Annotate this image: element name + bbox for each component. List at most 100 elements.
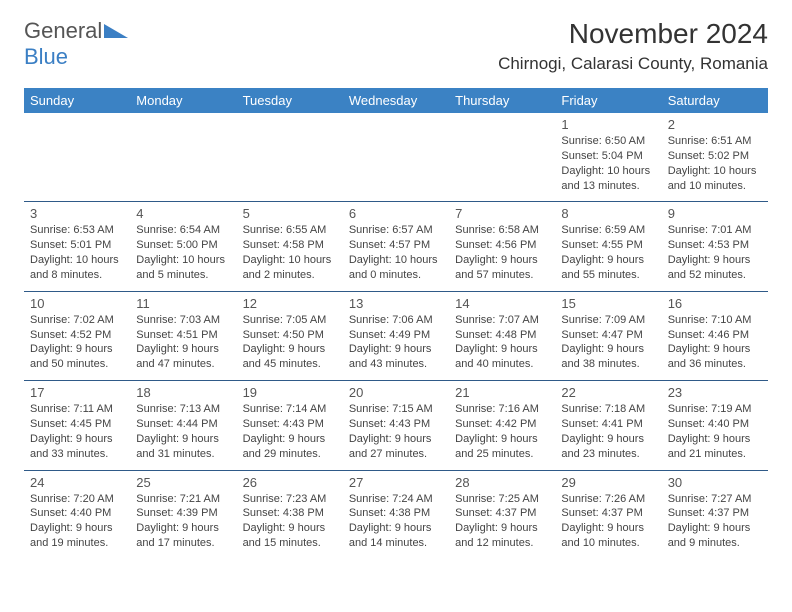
logo: General Blue [24,18,128,70]
day-number: 7 [455,206,549,221]
weekday-header: Tuesday [237,88,343,113]
calendar-day-cell: 29 Sunrise: 7:26 AMSunset: 4:37 PMDayligh… [555,470,661,559]
calendar-day-cell: 23Sunrise: 7:19 AMSunset: 4:40 PMDayligh… [662,381,768,470]
day-number: 10 [30,296,124,311]
day-info: Sunrise: 6:59 AMSunset: 4:55 PMDaylight:… [561,223,655,282]
day-info: Sunrise: 7:24 AMSunset: 4:38 PMDaylight:… [349,492,443,551]
calendar-day-cell: 15 Sunrise: 7:09 AMSunset: 4:47 PMDayligh… [555,291,661,380]
day-info: Sunrise: 6:51 AMSunset: 5:02 PMDaylight:… [668,134,762,193]
day-number: 11 [136,296,230,311]
day-number: 8 [561,206,655,221]
calendar-day-cell: 5Sunrise: 6:55 AMSunset: 4:58 PMDaylight… [237,202,343,291]
weekday-header: Monday [130,88,236,113]
weekday-header: Sunday [24,88,130,113]
weekday-header: Thursday [449,88,555,113]
day-info: Sunrise: 7:02 AMSunset: 4:52 PMDaylight:… [30,313,124,372]
day-info: Sunrise: 6:58 AMSunset: 4:56 PMDaylight:… [455,223,549,282]
day-number: 20 [349,385,443,400]
day-info: Sunrise: 7:20 AMSunset: 4:40 PMDaylight:… [30,492,124,551]
calendar-day-cell [237,113,343,202]
day-info: Sunrise: 7:07 AMSunset: 4:48 PMDaylight:… [455,313,549,372]
day-number: 23 [668,385,762,400]
day-number: 17 [30,385,124,400]
day-info: Sunrise: 7:25 AMSunset: 4:37 PMDaylight:… [455,492,549,551]
day-info: Sunrise: 7:06 AMSunset: 4:49 PMDaylight:… [349,313,443,372]
day-info: Sunrise: 7:14 AMSunset: 4:43 PMDaylight:… [243,402,337,461]
calendar-day-cell: 8 Sunrise: 6:59 AMSunset: 4:55 PMDaylight… [555,202,661,291]
day-number: 4 [136,206,230,221]
day-number: 19 [243,385,337,400]
calendar-day-cell: 9Sunrise: 7:01 AMSunset: 4:53 PMDaylight… [662,202,768,291]
calendar-table: SundayMondayTuesdayWednesdayThursdayFrid… [24,88,768,559]
calendar-day-cell: 21 Sunrise: 7:16 AMSunset: 4:42 PMDayligh… [449,381,555,470]
weekday-header: Friday [555,88,661,113]
day-info: Sunrise: 7:11 AMSunset: 4:45 PMDaylight:… [30,402,124,461]
day-number: 1 [561,117,655,132]
day-number: 18 [136,385,230,400]
calendar-day-cell: 24 Sunrise: 7:20 AMSunset: 4:40 PMDayligh… [24,470,130,559]
calendar-day-cell: 3 Sunrise: 6:53 AMSunset: 5:01 PMDaylight… [24,202,130,291]
calendar-day-cell: 19 Sunrise: 7:14 AMSunset: 4:43 PMDayligh… [237,381,343,470]
logo-text-blue: Blue [24,44,68,69]
day-info: Sunrise: 7:16 AMSunset: 4:42 PMDaylight:… [455,402,549,461]
day-info: Sunrise: 7:18 AMSunset: 4:41 PMDaylight:… [561,402,655,461]
calendar-day-cell [449,113,555,202]
page-header: General Blue November 2024 Chirnogi, Cal… [24,18,768,74]
day-info: Sunrise: 7:15 AMSunset: 4:43 PMDaylight:… [349,402,443,461]
day-info: Sunrise: 7:13 AMSunset: 4:44 PMDaylight:… [136,402,230,461]
day-number: 21 [455,385,549,400]
day-number: 25 [136,475,230,490]
day-number: 28 [455,475,549,490]
calendar-day-cell [343,113,449,202]
calendar-day-cell: 27Sunrise: 7:24 AMSunset: 4:38 PMDayligh… [343,470,449,559]
day-info: Sunrise: 7:03 AMSunset: 4:51 PMDaylight:… [136,313,230,372]
day-info: Sunrise: 6:54 AMSunset: 5:00 PMDaylight:… [136,223,230,282]
calendar-day-cell: 12Sunrise: 7:05 AMSunset: 4:50 PMDayligh… [237,291,343,380]
day-number: 16 [668,296,762,311]
day-number: 5 [243,206,337,221]
calendar-body: 1 Sunrise: 6:50 AMSunset: 5:04 PMDaylight… [24,113,768,559]
day-info: Sunrise: 6:53 AMSunset: 5:01 PMDaylight:… [30,223,124,282]
calendar-day-cell [24,113,130,202]
calendar-day-cell: 17 Sunrise: 7:11 AMSunset: 4:45 PMDayligh… [24,381,130,470]
location-text: Chirnogi, Calarasi County, Romania [498,54,768,74]
calendar-day-cell [130,113,236,202]
day-number: 3 [30,206,124,221]
day-number: 24 [30,475,124,490]
day-number: 2 [668,117,762,132]
calendar-day-cell: 22Sunrise: 7:18 AMSunset: 4:41 PMDayligh… [555,381,661,470]
day-info: Sunrise: 7:23 AMSunset: 4:38 PMDaylight:… [243,492,337,551]
logo-triangle-icon [104,22,128,38]
day-number: 13 [349,296,443,311]
calendar-week-row: 1 Sunrise: 6:50 AMSunset: 5:04 PMDaylight… [24,113,768,202]
calendar-day-cell: 1 Sunrise: 6:50 AMSunset: 5:04 PMDaylight… [555,113,661,202]
calendar-day-cell: 4 Sunrise: 6:54 AMSunset: 5:00 PMDaylight… [130,202,236,291]
day-number: 30 [668,475,762,490]
calendar-week-row: 10 Sunrise: 7:02 AMSunset: 4:52 PMDayligh… [24,291,768,380]
logo-text-general: General [24,18,102,43]
day-info: Sunrise: 7:27 AMSunset: 4:37 PMDaylight:… [668,492,762,551]
day-info: Sunrise: 7:21 AMSunset: 4:39 PMDaylight:… [136,492,230,551]
day-number: 29 [561,475,655,490]
calendar-day-cell: 14Sunrise: 7:07 AMSunset: 4:48 PMDayligh… [449,291,555,380]
calendar-day-cell: 11 Sunrise: 7:03 AMSunset: 4:51 PMDayligh… [130,291,236,380]
weekday-header: Wednesday [343,88,449,113]
calendar-day-cell: 2 Sunrise: 6:51 AMSunset: 5:02 PMDaylight… [662,113,768,202]
calendar-day-cell: 6Sunrise: 6:57 AMSunset: 4:57 PMDaylight… [343,202,449,291]
calendar-week-row: 17 Sunrise: 7:11 AMSunset: 4:45 PMDayligh… [24,381,768,470]
calendar-day-cell: 10 Sunrise: 7:02 AMSunset: 4:52 PMDayligh… [24,291,130,380]
calendar-week-row: 24 Sunrise: 7:20 AMSunset: 4:40 PMDayligh… [24,470,768,559]
day-info: Sunrise: 7:05 AMSunset: 4:50 PMDaylight:… [243,313,337,372]
month-title: November 2024 [498,18,768,50]
day-info: Sunrise: 7:26 AMSunset: 4:37 PMDaylight:… [561,492,655,551]
calendar-day-cell: 25 Sunrise: 7:21 AMSunset: 4:39 PMDayligh… [130,470,236,559]
day-number: 15 [561,296,655,311]
day-number: 26 [243,475,337,490]
day-info: Sunrise: 6:50 AMSunset: 5:04 PMDaylight:… [561,134,655,193]
calendar-day-cell: 20 Sunrise: 7:15 AMSunset: 4:43 PMDayligh… [343,381,449,470]
day-info: Sunrise: 7:10 AMSunset: 4:46 PMDaylight:… [668,313,762,372]
day-info: Sunrise: 7:01 AMSunset: 4:53 PMDaylight:… [668,223,762,282]
calendar-day-cell: 26 Sunrise: 7:23 AMSunset: 4:38 PMDayligh… [237,470,343,559]
day-info: Sunrise: 7:09 AMSunset: 4:47 PMDaylight:… [561,313,655,372]
day-info: Sunrise: 6:57 AMSunset: 4:57 PMDaylight:… [349,223,443,282]
